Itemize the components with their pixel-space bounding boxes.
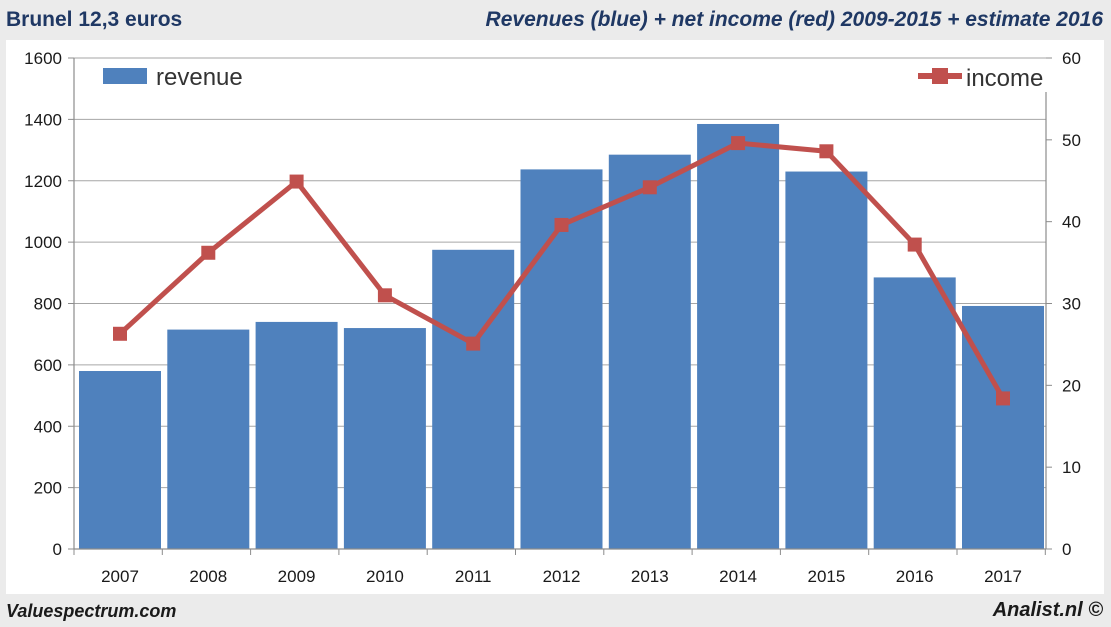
legend-revenue: revenue: [103, 64, 243, 91]
right-tick-label: 10: [1062, 458, 1081, 477]
combo-chart: 0 200 400 600 800 1000 1200 1400 1600 0 10 20 30 40 5…: [24, 49, 1081, 586]
revenue-bars: [79, 123, 1044, 550]
axes: [68, 57, 1052, 555]
revenue-bar: [873, 277, 956, 549]
income-point: [642, 180, 657, 195]
right-tick-label: 30: [1062, 295, 1081, 314]
income-point: [996, 391, 1010, 406]
right-axis-ticks: 0 10 20 30 40 50 60: [1062, 49, 1081, 559]
income-point: [554, 217, 569, 232]
company-title: Brunel 12,3 euros: [6, 8, 183, 31]
income-point: [466, 336, 481, 351]
revenue-bar: [79, 371, 161, 549]
left-tick-label: 1000: [24, 233, 62, 252]
income-point: [201, 245, 216, 260]
left-tick-label: 400: [34, 417, 62, 436]
x-tick-label: 2016: [896, 567, 934, 586]
x-tick-label: 2009: [278, 567, 316, 586]
x-axis-ticks: 2007 2008 2009 2010 2011 2012 2013 2014 2015 2016…: [101, 567, 1022, 586]
legend-income: income: [918, 65, 1043, 92]
revenue-bar: [608, 154, 691, 549]
left-tick-label: 0: [53, 540, 62, 559]
right-tick-label: 60: [1062, 49, 1081, 68]
income-line: [113, 136, 1010, 406]
right-tick-label: 40: [1062, 213, 1081, 232]
revenue-bar: [962, 305, 1044, 549]
income-point: [819, 144, 834, 159]
income-point: [907, 237, 922, 252]
revenue-bar: [785, 171, 868, 549]
income-point: [377, 288, 392, 303]
x-tick-label: 2007: [101, 567, 139, 586]
right-tick-label: 50: [1062, 131, 1081, 150]
legend-income-marker: [932, 68, 948, 84]
x-tick-label: 2010: [366, 567, 404, 586]
x-tick-label: 2014: [719, 567, 757, 586]
left-axis-ticks: 0 200 400 600 800 1000 1200 1400 1600: [24, 49, 62, 559]
revenue-bar: [255, 321, 338, 549]
left-tick-label: 1200: [24, 172, 62, 191]
right-tick-label: 0: [1062, 540, 1071, 559]
legend-revenue-label: revenue: [156, 64, 243, 91]
right-tick-label: 20: [1062, 376, 1081, 395]
left-tick-label: 800: [34, 295, 62, 314]
left-tick-label: 1400: [24, 110, 62, 129]
x-tick-label: 2013: [631, 567, 669, 586]
left-tick-label: 1600: [24, 49, 62, 68]
revenue-bar: [167, 329, 250, 549]
left-tick-label: 600: [34, 356, 62, 375]
plot-area: 0 200 400 600 800 1000 1200 1400 1600 0 10 20 30 40 5…: [6, 40, 1104, 594]
income-point: [289, 174, 304, 189]
revenue-bar: [520, 169, 603, 549]
income-point: [113, 326, 127, 341]
x-tick-label: 2017: [984, 567, 1022, 586]
x-tick-label: 2008: [189, 567, 227, 586]
revenue-bar: [432, 249, 515, 549]
legend-revenue-swatch: [103, 68, 147, 84]
income-point: [731, 136, 746, 151]
revenue-bar: [697, 123, 780, 550]
left-tick-label: 200: [34, 479, 62, 498]
x-tick-label: 2012: [543, 567, 581, 586]
x-tick-label: 2011: [455, 567, 492, 586]
source-credit: Valuespectrum.com: [6, 601, 177, 621]
revenue-bar: [343, 328, 426, 549]
chart-title: Revenues (blue) + net income (red) 2009-…: [485, 8, 1103, 31]
x-tick-label: 2015: [807, 567, 845, 586]
copyright-credit: Analist.nl ©: [992, 599, 1103, 621]
legend-income-label: income: [966, 65, 1043, 92]
